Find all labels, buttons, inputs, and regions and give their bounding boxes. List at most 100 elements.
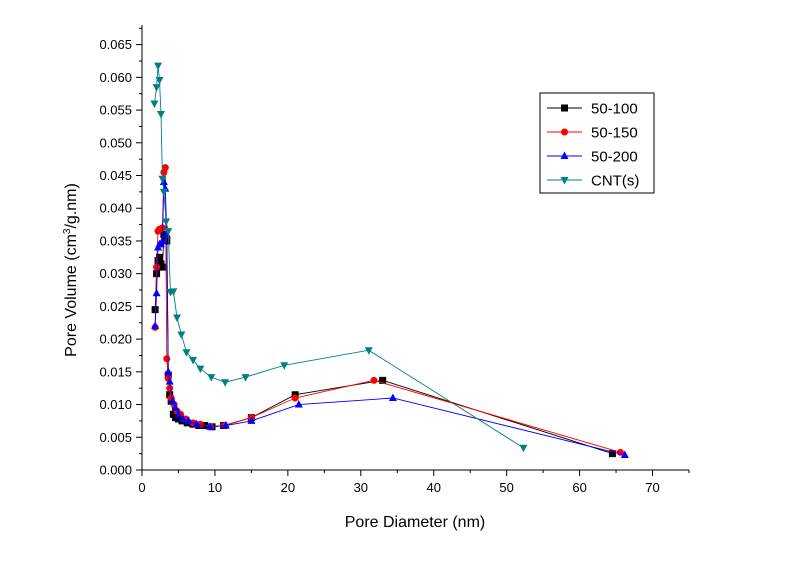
data-point-50-150 bbox=[163, 355, 171, 363]
data-point-50-150 bbox=[161, 164, 169, 172]
y-tick-label: 0.040 bbox=[99, 201, 132, 216]
data-point-50-200 bbox=[620, 450, 629, 458]
data-point-50-100 bbox=[158, 263, 166, 271]
data-point-cnt-s bbox=[152, 84, 161, 92]
data-point-50-200 bbox=[294, 400, 303, 408]
data-point-50-100 bbox=[160, 230, 168, 238]
y-tick-label: 0.050 bbox=[99, 135, 132, 150]
y-tick-label: 0.005 bbox=[99, 430, 132, 445]
data-point-50-200 bbox=[168, 396, 177, 405]
data-point-50-200 bbox=[152, 288, 161, 297]
series-cnt-s bbox=[150, 62, 528, 453]
legend-label: CNT(s) bbox=[591, 173, 639, 190]
data-point-50-200 bbox=[221, 421, 230, 429]
legend-item-50-200: 50-200 bbox=[547, 149, 638, 166]
data-point-cnt-s bbox=[164, 228, 173, 236]
data-point-cnt-s bbox=[177, 331, 186, 340]
data-point-cnt-s bbox=[241, 374, 250, 382]
x-tick-label: 20 bbox=[281, 480, 295, 495]
data-point-50-100 bbox=[608, 450, 616, 458]
series-50-100 bbox=[151, 230, 616, 458]
data-point-cnt-s bbox=[154, 62, 163, 71]
data-point-50-200 bbox=[164, 367, 173, 375]
data-point-50-100 bbox=[166, 391, 174, 399]
data-point-50-150 bbox=[166, 384, 174, 392]
legend-marker bbox=[561, 104, 568, 112]
plot-area bbox=[150, 62, 629, 458]
data-point-cnt-s bbox=[158, 175, 167, 184]
data-point-cnt-s bbox=[221, 379, 230, 387]
data-point-50-200 bbox=[388, 393, 397, 402]
legend-item-50-100: 50-100 bbox=[547, 101, 638, 118]
y-tick-label: 0.020 bbox=[99, 332, 132, 347]
y-tick-label: 0.015 bbox=[99, 364, 132, 379]
data-point-50-200 bbox=[247, 416, 256, 424]
legend-marker bbox=[560, 151, 569, 159]
data-point-50-150 bbox=[370, 376, 378, 384]
data-point-50-200 bbox=[151, 321, 160, 330]
data-point-cnt-s bbox=[159, 188, 168, 197]
series-50-200 bbox=[151, 177, 629, 458]
legend-box bbox=[539, 92, 655, 194]
data-point-cnt-s bbox=[364, 347, 373, 355]
y-tick-label: 0.025 bbox=[99, 299, 132, 314]
data-point-cnt-s bbox=[162, 218, 171, 226]
series-line-50-100 bbox=[154, 234, 613, 455]
y-axis-title-tail: /g.nm) bbox=[63, 183, 80, 228]
y-tick-label: 0.010 bbox=[99, 397, 132, 412]
data-point-50-150 bbox=[291, 394, 299, 402]
data-point-cnt-s bbox=[169, 288, 178, 296]
legend-item-cnt-s: CNT(s) bbox=[547, 173, 639, 190]
series-line-cnt-s bbox=[153, 65, 524, 449]
x-tick-label: 0 bbox=[138, 480, 145, 495]
y-tick-label: 0.030 bbox=[99, 266, 132, 281]
y-axis-title-main: Pore Volume (cm bbox=[63, 234, 80, 357]
data-point-cnt-s bbox=[196, 365, 205, 374]
data-point-cnt-s bbox=[280, 362, 289, 370]
legend-item-50-150: 50-150 bbox=[547, 125, 638, 142]
data-point-cnt-s bbox=[207, 374, 216, 382]
data-point-cnt-s bbox=[189, 357, 198, 365]
legend-label: 50-200 bbox=[591, 149, 638, 166]
y-tick-label: 0.000 bbox=[99, 463, 132, 478]
data-point-50-200 bbox=[184, 416, 193, 424]
legend-marker bbox=[560, 177, 569, 185]
y-tick-label: 0.060 bbox=[99, 70, 132, 85]
data-point-50-150 bbox=[153, 263, 161, 271]
x-tick-label: 10 bbox=[208, 480, 222, 495]
axes: 0 10 20 30 40 50 60 70 0.000 0.005 0.010 0.015 0.020… bbox=[99, 25, 690, 495]
series-50-150 bbox=[151, 164, 624, 456]
data-point-50-100 bbox=[174, 415, 182, 423]
legend-label: 50-150 bbox=[591, 125, 638, 142]
legend-marker bbox=[561, 128, 568, 136]
data-point-50-200 bbox=[159, 177, 168, 186]
data-point-cnt-s bbox=[519, 444, 528, 453]
x-tick-label: 40 bbox=[426, 480, 440, 495]
y-tick-label: 0.055 bbox=[99, 103, 132, 118]
series-line-50-200 bbox=[154, 182, 625, 456]
series-line-50-150 bbox=[154, 167, 621, 453]
data-point-50-200 bbox=[171, 403, 180, 411]
legend: 50-100 50-150 50-200 CNT(s) bbox=[539, 92, 655, 194]
data-point-50-200 bbox=[192, 419, 201, 428]
legend-label: 50-100 bbox=[591, 101, 638, 118]
x-tick-label: 30 bbox=[354, 480, 368, 495]
data-point-cnt-s bbox=[150, 100, 159, 109]
data-point-50-100 bbox=[156, 253, 164, 261]
y-axis-title-sup: 3 bbox=[62, 228, 73, 234]
x-tick-label: 60 bbox=[572, 480, 586, 495]
y-tick-label: 0.035 bbox=[99, 233, 132, 248]
y-tick-label: 0.065 bbox=[99, 37, 132, 52]
data-point-50-200 bbox=[174, 409, 183, 418]
data-point-cnt-s bbox=[182, 349, 191, 357]
data-point-cnt-s bbox=[155, 76, 164, 85]
x-axis-title: Pore Diameter (nm) bbox=[345, 514, 485, 531]
y-tick-label: 0.045 bbox=[99, 168, 132, 183]
data-point-50-200 bbox=[205, 422, 214, 430]
x-tick-label: 50 bbox=[499, 480, 513, 495]
data-point-50-200 bbox=[165, 377, 174, 385]
data-point-cnt-s bbox=[173, 314, 182, 323]
data-point-50-200 bbox=[178, 414, 187, 422]
x-tick-label: 70 bbox=[645, 480, 659, 495]
